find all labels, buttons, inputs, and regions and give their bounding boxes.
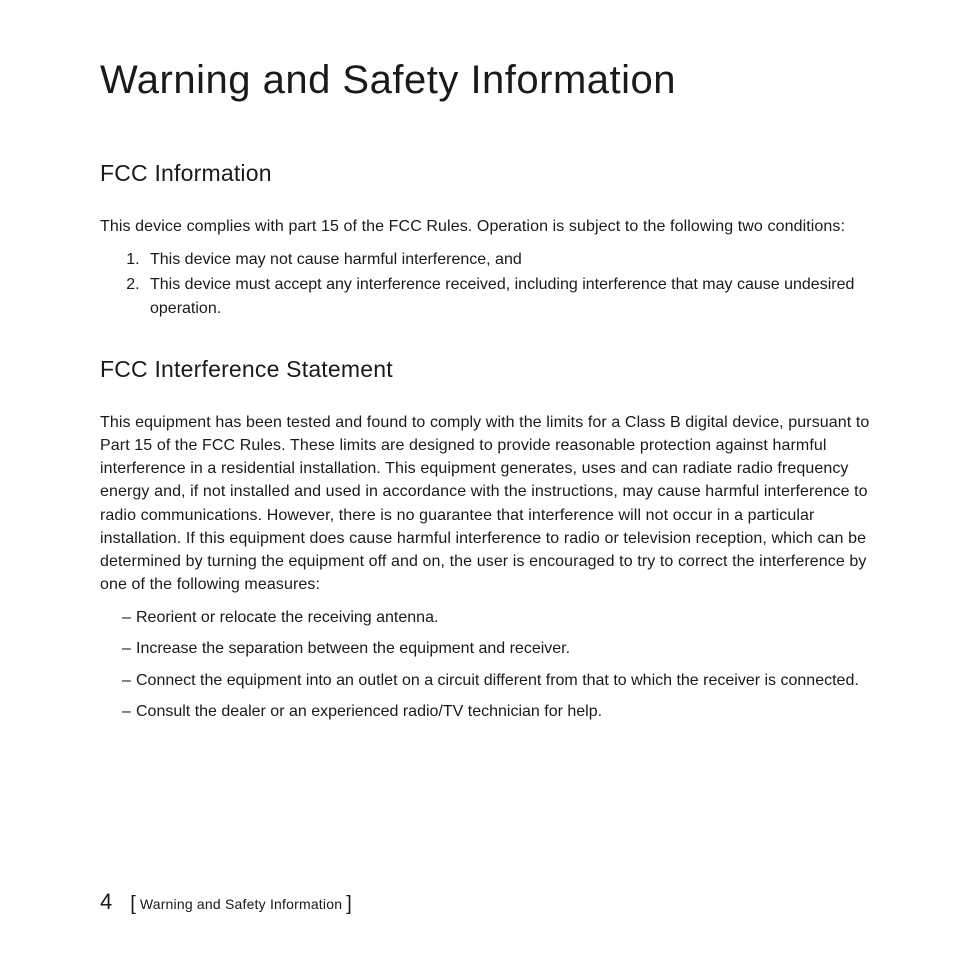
document-title: Warning and Safety Information [100, 56, 894, 104]
document-page: Warning and Safety Information FCC Infor… [0, 0, 954, 954]
list-item: This device may not cause harmful interf… [144, 248, 894, 271]
fcc-info-intro: This device complies with part 15 of the… [100, 215, 894, 238]
bracket-close: ] [346, 893, 352, 915]
section-heading-fcc-interference: FCC Interference Statement [100, 356, 894, 383]
fcc-info-conditions-list: This device may not cause harmful interf… [100, 248, 894, 320]
fcc-interference-intro: This equipment has been tested and found… [100, 411, 894, 597]
fcc-interference-measures-list: Reorient or relocate the receiving anten… [100, 606, 894, 723]
footer-label-text: Warning and Safety Information [136, 896, 346, 912]
list-item: This device must accept any interference… [144, 273, 894, 319]
list-item: Consult the dealer or an experienced rad… [122, 700, 894, 723]
page-number: 4 [100, 889, 112, 915]
section-heading-fcc-info: FCC Information [100, 160, 894, 187]
page-footer: 4 [Warning and Safety Information] [100, 889, 352, 916]
bracket-open: [ [130, 893, 136, 915]
list-item: Increase the separation between the equi… [122, 637, 894, 660]
footer-section-label: [Warning and Safety Information] [130, 893, 352, 916]
list-item: Connect the equipment into an outlet on … [122, 669, 894, 692]
list-item: Reorient or relocate the receiving anten… [122, 606, 894, 629]
